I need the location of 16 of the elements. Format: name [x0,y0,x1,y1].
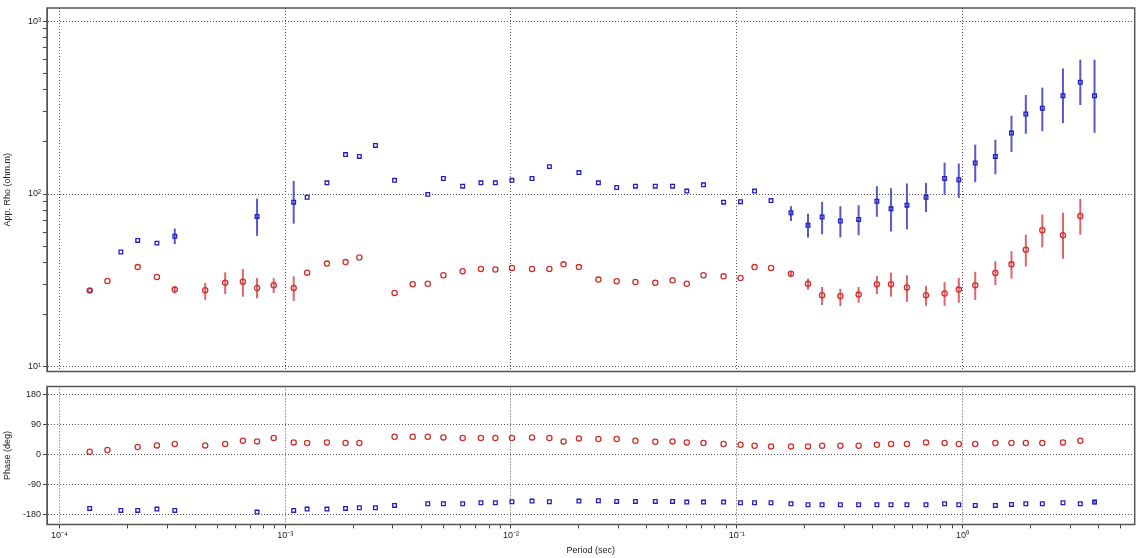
x-tick-label: 10⁻³ [277,530,294,541]
x-tick-label: 10⁻² [502,530,519,541]
y-tick-label: 10¹ [27,361,41,372]
y-tick-label: 10² [27,188,41,199]
y-tick-label: 90 [30,418,41,429]
y-tick-label: -90 [27,478,41,489]
x-tick-label: 10⁻⁴ [51,530,69,541]
x-tick-label: 10⁻¹ [728,530,745,541]
y-tick-label: 180 [25,388,41,399]
y-axis-title: Phase (deg) [1,430,12,480]
y-tick-label: 10³ [27,15,41,26]
y-tick-label: 0 [35,448,41,459]
y-axis-title: App. Rho (ohm.m) [1,153,12,227]
y-tick-label: -180 [22,508,41,519]
x-axis-title: Period (sec) [566,545,616,556]
x-tick-label: 10⁰ [955,530,969,541]
